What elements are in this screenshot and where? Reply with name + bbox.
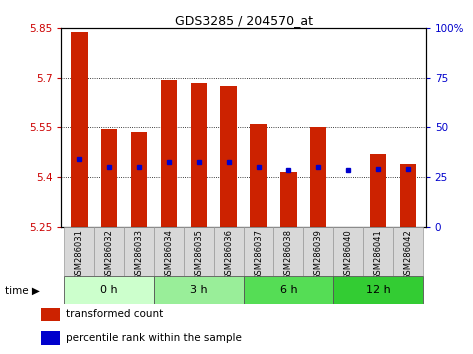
Bar [400,164,416,227]
Bar [363,227,393,276]
Bar [161,80,177,227]
Text: 3 h: 3 h [190,285,208,295]
Text: 12 h: 12 h [366,285,390,295]
Bar [280,172,297,227]
Bar [124,227,154,276]
Text: GSM286041: GSM286041 [374,229,383,280]
Text: percentile rank within the sample: percentile rank within the sample [66,333,242,343]
Bar [41,331,60,345]
Text: GSM286042: GSM286042 [403,229,412,280]
Bar [64,227,94,276]
Text: transformed count: transformed count [66,309,164,319]
Bar [310,127,326,227]
Bar [273,227,303,276]
Bar [101,129,117,227]
Bar [393,227,423,276]
Text: GSM286039: GSM286039 [314,229,323,280]
Bar [41,307,60,321]
Text: GSM286040: GSM286040 [343,229,352,280]
Text: GSM286038: GSM286038 [284,229,293,280]
Text: GSM286035: GSM286035 [194,229,203,280]
Text: GSM286031: GSM286031 [75,229,84,280]
Text: 0 h: 0 h [100,285,118,295]
Bar [131,132,147,227]
Bar [214,227,244,276]
Text: 6 h: 6 h [280,285,297,295]
Text: GSM286032: GSM286032 [105,229,114,280]
Bar [244,276,333,304]
Bar [244,227,273,276]
Bar [71,32,88,227]
Text: GSM286036: GSM286036 [224,229,233,280]
Bar [64,276,154,304]
Text: GSM286037: GSM286037 [254,229,263,280]
Title: GDS3285 / 204570_at: GDS3285 / 204570_at [175,14,313,27]
Bar [154,276,244,304]
Bar [370,154,386,227]
Text: GSM286034: GSM286034 [165,229,174,280]
Bar [303,227,333,276]
Bar [333,227,363,276]
Bar [220,86,237,227]
Bar [184,227,214,276]
Text: GSM286033: GSM286033 [135,229,144,280]
Bar [250,124,267,227]
Bar [94,227,124,276]
Bar [154,227,184,276]
Bar [333,276,423,304]
Bar [191,83,207,227]
Text: time ▶: time ▶ [5,285,40,295]
